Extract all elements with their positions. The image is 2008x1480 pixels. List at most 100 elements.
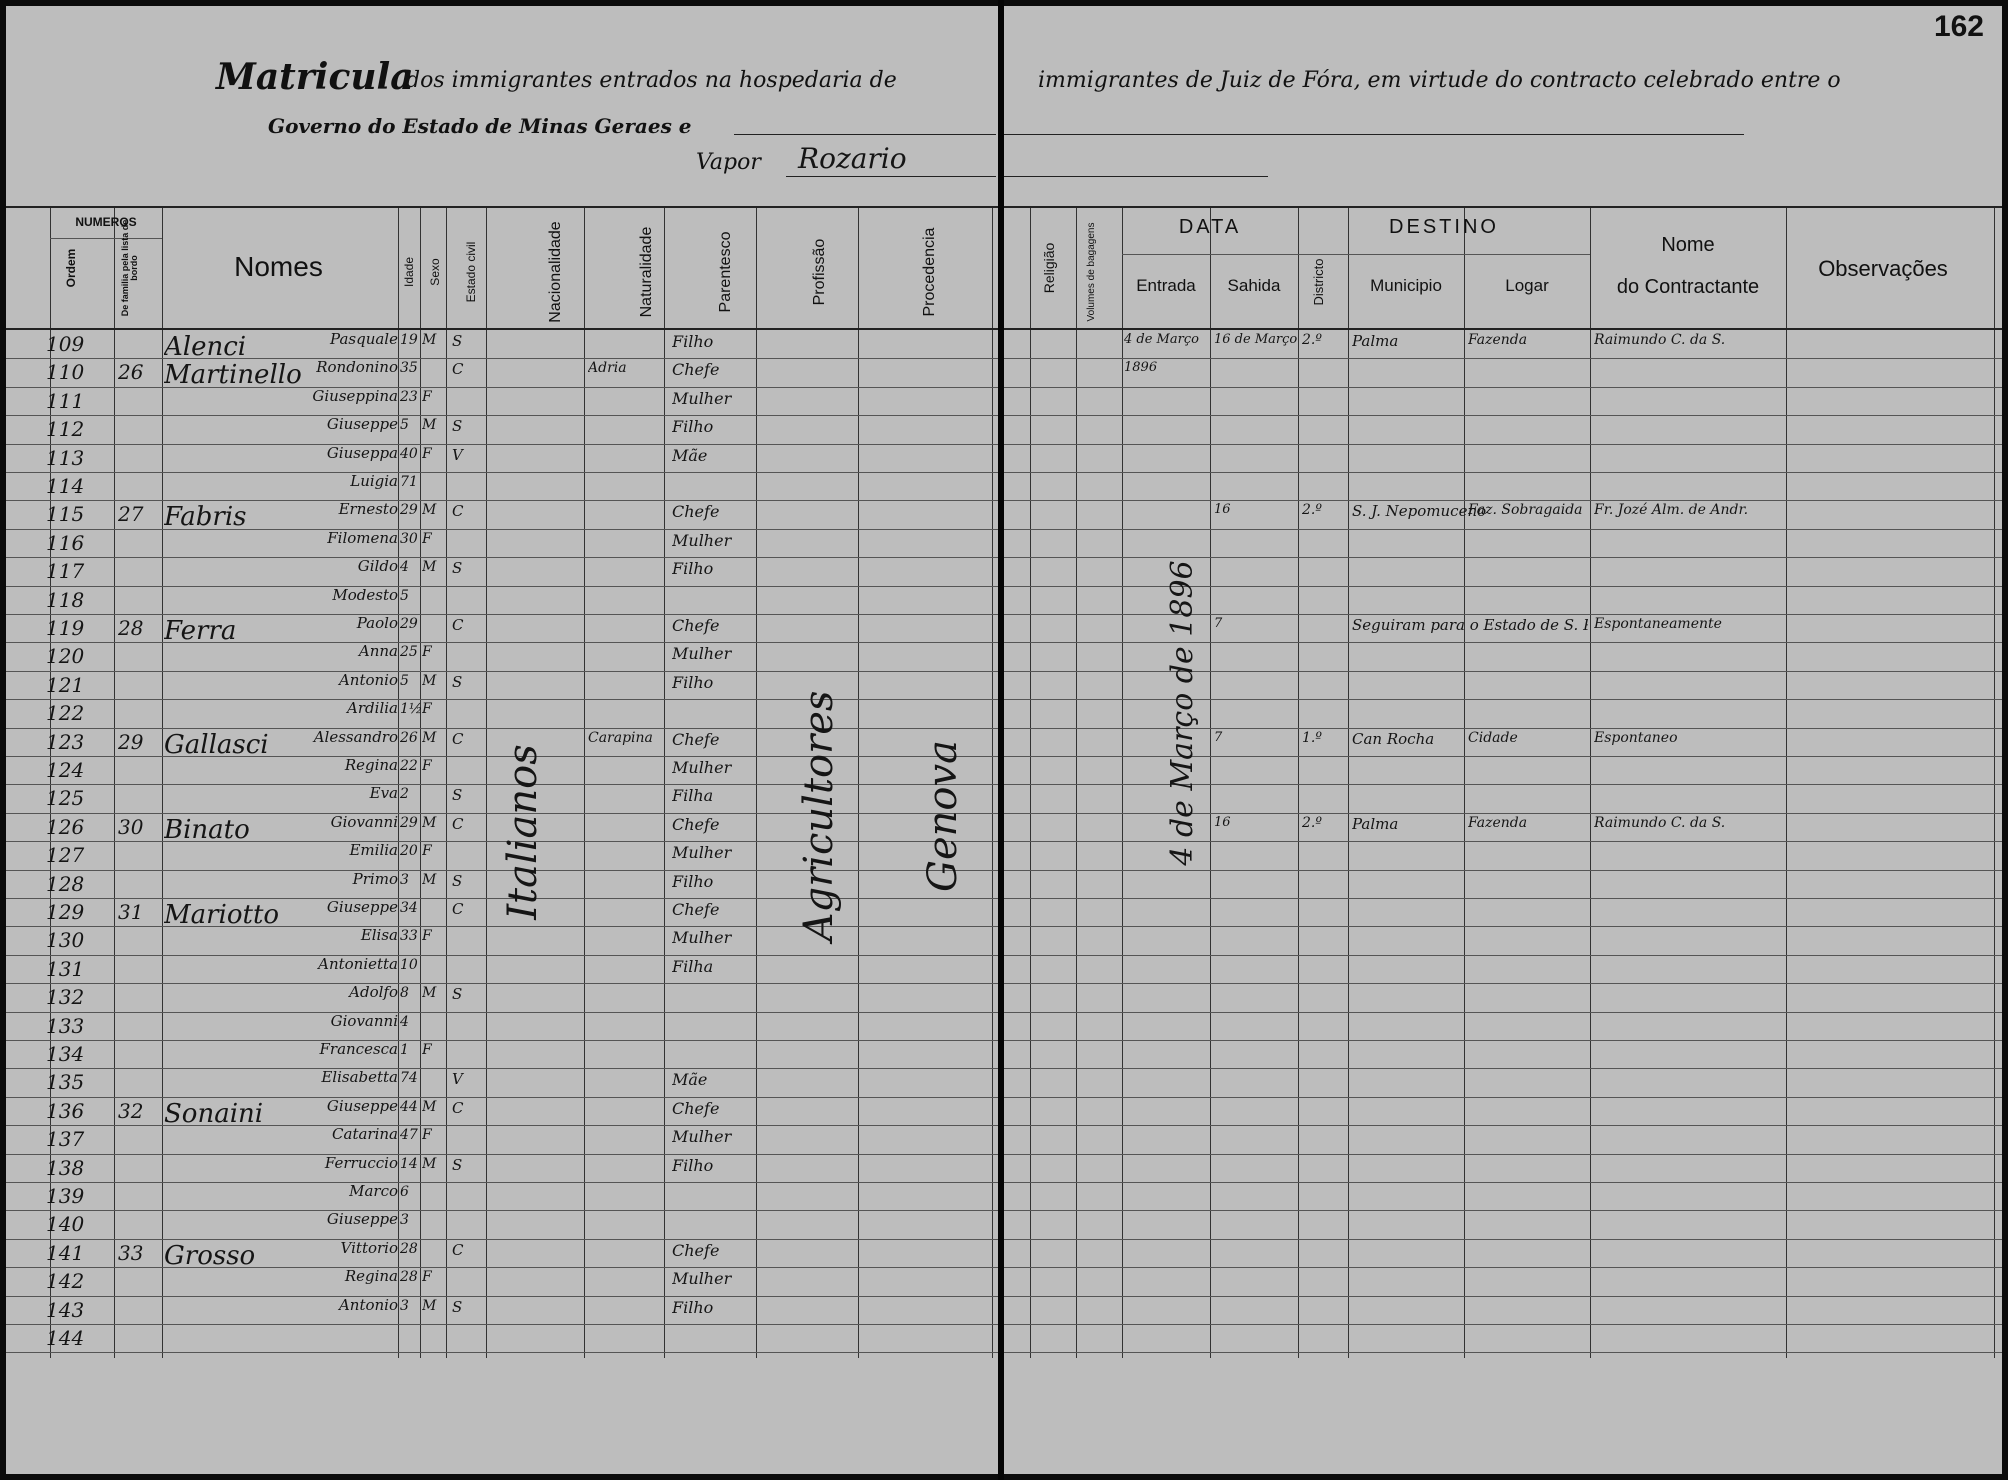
row-estado-civil: C <box>452 360 464 379</box>
row-idade: 28 <box>400 1269 418 1286</box>
row-ordem: 116 <box>46 530 85 555</box>
row-rule <box>1004 983 2002 985</box>
row-rule <box>6 1238 998 1240</box>
row-rule <box>6 642 998 644</box>
row-sexo: F <box>422 1269 432 1286</box>
row-surname: Grosso <box>164 1240 256 1271</box>
row-rule <box>1004 1210 2002 1212</box>
column-rule <box>1210 206 1211 1359</box>
row-given-name: Antonietta <box>318 954 398 973</box>
row-rule <box>1004 699 2002 701</box>
row-surname: Ferra <box>164 616 237 646</box>
row-ordem: 133 <box>46 1013 85 1038</box>
row-estado-civil: C <box>452 502 464 521</box>
row-estado-civil: C <box>452 1098 464 1117</box>
row-sexo: M <box>422 1155 437 1172</box>
row-parentesco: Mulher <box>672 530 732 550</box>
numeros-subrule <box>50 238 162 239</box>
register-title: Matricula <box>216 56 414 98</box>
row-idade: 29 <box>400 502 418 519</box>
row-sexo: F <box>422 445 432 462</box>
row-idade: 28 <box>400 1240 418 1257</box>
row-parentesco: Mãe <box>672 445 708 465</box>
row-given-name: Giuseppa <box>326 443 398 462</box>
row-idade: 26 <box>400 729 418 746</box>
row-rule <box>1004 812 2002 814</box>
row-rule <box>6 1011 998 1013</box>
column-rule <box>1030 206 1031 1359</box>
col-profissao: Profissão <box>811 238 828 306</box>
header-left-line2: Governo do Estado de Minas Geraes e <box>268 114 692 138</box>
row-districto: 2.º <box>1302 502 1322 519</box>
column-rule <box>1298 206 1299 1359</box>
col-sexo: Sexo <box>428 258 442 286</box>
row-given-name: Giuseppina <box>312 386 398 405</box>
row-sexo: M <box>422 985 437 1002</box>
row-given-name: Giuseppe <box>326 898 398 916</box>
row-family-no: 26 <box>118 360 144 385</box>
row-given-name: Pasquale <box>330 330 398 348</box>
row-given-name: Marco <box>349 1182 398 1200</box>
row-idade: 5 <box>400 417 409 434</box>
row-municipio: Seguiram para o Estado de S. Paulo <box>1352 616 1588 634</box>
column-rule <box>446 206 447 1359</box>
row-idade: 29 <box>400 814 418 831</box>
row-given-name: Anna <box>358 642 398 661</box>
row-ordem: 144 <box>46 1326 85 1350</box>
row-parentesco: Mulher <box>672 758 732 777</box>
row-rule <box>1004 841 2002 843</box>
row-rule <box>6 756 998 757</box>
column-rule <box>756 206 757 1359</box>
row-parentesco: Filho <box>672 417 714 437</box>
column-rule <box>114 206 115 1359</box>
data-subrule <box>1122 254 1298 255</box>
row-estado-civil: C <box>452 814 464 833</box>
row-given-name: Rondonino <box>316 358 398 377</box>
row-entrada: 4 de Março <box>1124 332 1199 347</box>
row-rule <box>1004 1324 2002 1325</box>
row-idade: 3 <box>400 1297 409 1314</box>
row-surname: Mariotto <box>164 900 280 930</box>
row-logar: Fazenda <box>1468 814 1528 831</box>
row-sahida: 7 <box>1214 729 1223 745</box>
row-rule <box>6 358 998 360</box>
row-contractante: Raimundo C. da S. <box>1594 814 1726 831</box>
row-sexo: M <box>422 814 437 831</box>
row-rule <box>1004 557 2002 559</box>
row-rule <box>6 1096 998 1098</box>
col-nome-2: do Contractante <box>1616 276 1760 298</box>
row-surname: Sonaini <box>164 1098 264 1129</box>
row-given-name: Vittorio <box>340 1238 398 1257</box>
row-given-name: Modesto <box>332 585 398 604</box>
row-rule <box>1004 670 2002 672</box>
row-parentesco: Mulher <box>672 644 732 664</box>
col-parentesco: Parentesco <box>717 231 734 313</box>
col-naturalidade: Naturalidade <box>638 226 655 318</box>
row-rule <box>6 415 998 417</box>
row-sahida: 16 de Março <box>1214 332 1298 347</box>
row-estado-civil: S <box>452 985 463 1004</box>
row-idade: 14 <box>400 1155 418 1172</box>
row-estado-civil: C <box>452 900 464 918</box>
row-contractante: Raimundo C. da S. <box>1594 332 1726 348</box>
row-ordem: 112 <box>46 417 85 442</box>
row-surname: Binato <box>164 814 250 845</box>
row-idade: 19 <box>400 332 418 348</box>
row-family-no: 29 <box>118 729 144 754</box>
row-rule <box>1004 642 2002 644</box>
row-ordem: 130 <box>46 928 85 953</box>
row-family-no: 31 <box>118 900 144 924</box>
col-entrada: Entrada <box>1136 276 1196 295</box>
row-given-name: Elisabetta <box>321 1068 398 1087</box>
row-given-name: Catarina <box>332 1125 398 1144</box>
row-idade: 2 <box>400 786 409 803</box>
row-idade: 6 <box>400 1184 409 1200</box>
row-rule <box>6 1153 998 1155</box>
row-estado-civil: V <box>452 445 463 464</box>
row-rule <box>6 869 998 871</box>
row-sexo: F <box>422 928 432 945</box>
row-parentesco: Mulher <box>672 843 732 863</box>
row-sexo: F <box>422 701 432 718</box>
row-rule <box>1004 1096 2002 1098</box>
row-rule <box>6 926 998 928</box>
